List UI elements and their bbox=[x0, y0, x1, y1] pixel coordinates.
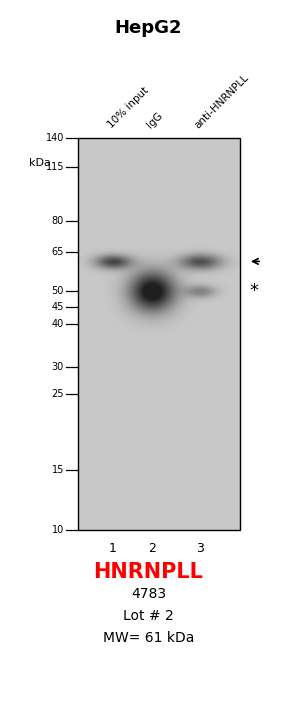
Text: 80: 80 bbox=[52, 216, 64, 226]
Text: Lot # 2: Lot # 2 bbox=[123, 609, 174, 623]
Text: 4783: 4783 bbox=[131, 587, 166, 601]
Text: anti-HNRNPLL: anti-HNRNPLL bbox=[193, 72, 251, 130]
Text: 65: 65 bbox=[52, 247, 64, 257]
Bar bbox=[78, 138, 240, 530]
Text: kDa: kDa bbox=[29, 158, 51, 168]
Text: HNRNPLL: HNRNPLL bbox=[94, 562, 203, 582]
Text: 50: 50 bbox=[52, 286, 64, 296]
Text: 2: 2 bbox=[148, 542, 156, 554]
Text: *: * bbox=[249, 282, 258, 300]
Text: 10: 10 bbox=[52, 525, 64, 535]
Text: MW= 61 kDa: MW= 61 kDa bbox=[103, 631, 194, 645]
Text: 3: 3 bbox=[196, 542, 204, 554]
Text: 10% input: 10% input bbox=[106, 86, 151, 130]
Text: 15: 15 bbox=[52, 464, 64, 475]
Text: IgG: IgG bbox=[145, 110, 165, 130]
Text: 140: 140 bbox=[46, 133, 64, 143]
Text: 40: 40 bbox=[52, 319, 64, 329]
Text: HepG2: HepG2 bbox=[115, 19, 182, 37]
Text: 25: 25 bbox=[51, 389, 64, 399]
Text: 30: 30 bbox=[52, 362, 64, 372]
Text: 115: 115 bbox=[45, 162, 64, 173]
Text: 1: 1 bbox=[109, 542, 117, 554]
Text: 45: 45 bbox=[52, 302, 64, 312]
